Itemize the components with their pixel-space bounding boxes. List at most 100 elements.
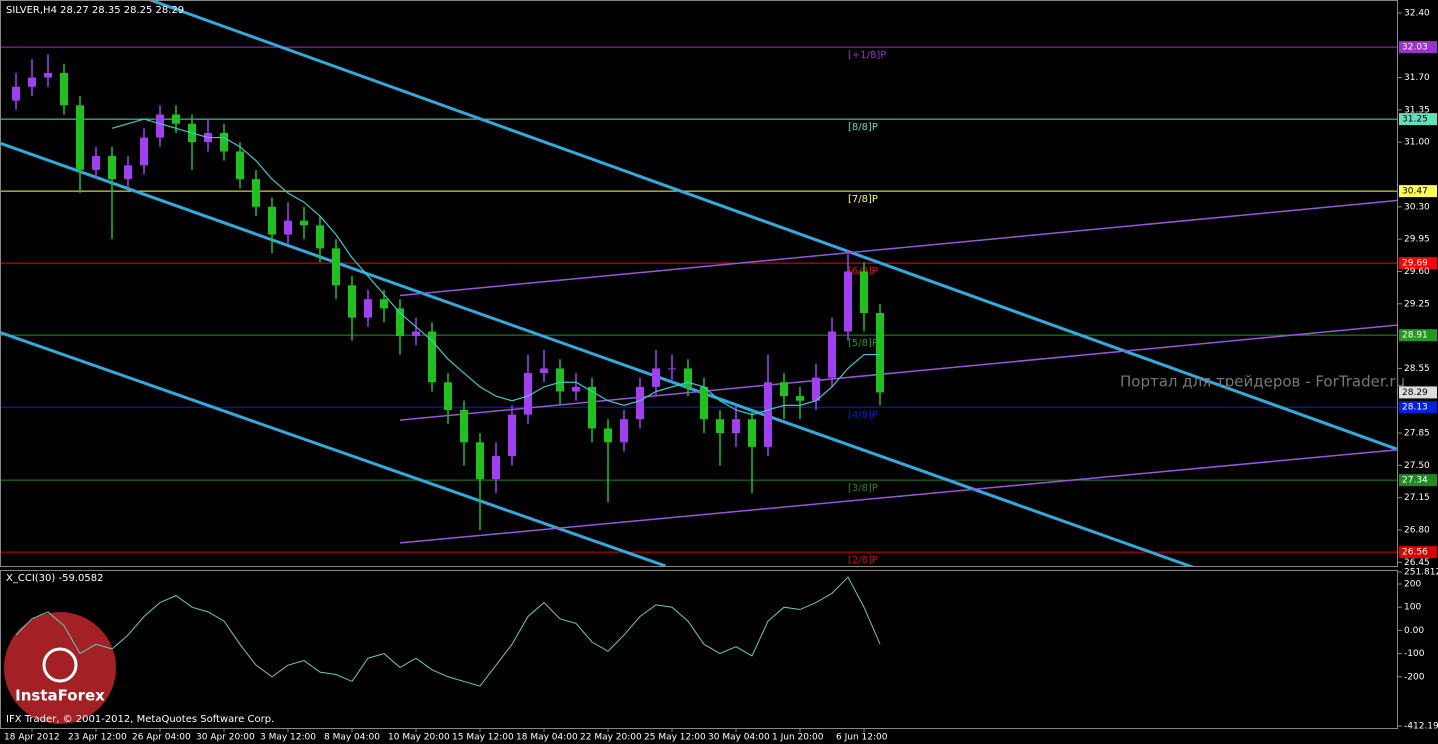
candle-body (652, 368, 660, 387)
candle-body (572, 386, 580, 392)
candle-body (284, 220, 292, 235)
candle-body (460, 409, 468, 443)
level-price-box (1399, 329, 1437, 342)
candle-body (396, 308, 404, 337)
candle-body (252, 179, 260, 207)
candle-body (796, 396, 804, 401)
y-tick-label: 200 (1404, 580, 1421, 590)
x-tick-label: 23 Apr 12:00 (68, 733, 127, 743)
y-tick-label: 27.85 (1404, 429, 1430, 439)
trend-line (399, 199, 1398, 297)
x-tick-label: 3 May 12:00 (260, 733, 316, 743)
y-tick-label: 32.40 (1404, 8, 1430, 18)
logo-icon (42, 647, 78, 683)
candle-body (764, 382, 772, 447)
y-tick-label: 251.812 (1404, 568, 1438, 578)
y-tick-label: 27.15 (1404, 493, 1430, 503)
candle-body (876, 313, 884, 393)
candle-body (668, 368, 676, 370)
candle-body (316, 225, 324, 249)
level-label: [7/8]P (848, 194, 878, 205)
x-tick-label: 30 May 04:00 (708, 733, 770, 743)
level-price: 28.91 (1402, 331, 1428, 341)
level-price-box (1399, 41, 1437, 54)
candle-body (220, 132, 228, 152)
y-tick-label: 100 (1404, 603, 1421, 613)
candle-body (412, 331, 420, 337)
level-price: 30.47 (1402, 187, 1428, 197)
candle-body (780, 382, 788, 397)
candle-body (588, 386, 596, 429)
level-price: 31.25 (1402, 115, 1428, 125)
trend-line (399, 324, 1398, 421)
y-tick-label: 28.55 (1404, 364, 1430, 374)
candle-body (348, 285, 356, 318)
candle-body (556, 368, 564, 392)
candle-body (812, 377, 820, 401)
candle-body (300, 220, 308, 226)
level-label: [2/8]P (848, 555, 878, 566)
current-price-box (1399, 386, 1437, 399)
candle-body (508, 414, 516, 457)
logo-circle (4, 612, 116, 724)
current-price: 28.29 (1402, 388, 1428, 398)
indicator-title: X_CCI(30) -59.0582 (6, 573, 103, 584)
candle-body (156, 114, 164, 138)
level-price-box (1399, 546, 1437, 559)
candle-body (684, 368, 692, 387)
cci-line (15, 576, 881, 687)
y-tick-label: 30.30 (1404, 202, 1430, 212)
candle-body (140, 137, 148, 166)
candle-body (108, 156, 116, 180)
watermark: Портал для трейдеров - ForTrader.ru (1120, 373, 1405, 391)
level-price: 29.69 (1402, 259, 1428, 269)
candle-body (28, 77, 36, 87)
candle-body (428, 331, 436, 383)
y-tick-label: -412.194 (1404, 722, 1438, 732)
y-tick-label: 26.45 (1404, 558, 1430, 568)
main-plot: [+1/8]P[8/8]P[7/8]P[6/8]P[5/8]P[4/8]P[3/… (0, 0, 1398, 566)
candle-body (76, 105, 84, 170)
logo-text: InstaForex (15, 687, 105, 705)
indicator-plot (15, 576, 881, 687)
x-tick-label: 1 Jun 20:00 (772, 733, 824, 743)
level-label: [+1/8]P (848, 50, 886, 61)
level-price: 26.56 (1402, 548, 1428, 558)
x-tick-label: 15 May 12:00 (452, 733, 514, 743)
level-price-box (1399, 113, 1437, 126)
trend-line (0, 141, 1195, 566)
level-price-box (1399, 257, 1437, 270)
candle-body (476, 442, 484, 480)
x-tick-label: 26 Apr 04:00 (132, 733, 191, 743)
level-price: 28.13 (1402, 403, 1428, 413)
candle-body (492, 456, 500, 480)
y-tick-label: 27.50 (1404, 461, 1430, 471)
level-price: 32.03 (1402, 43, 1428, 53)
candle-body (12, 86, 20, 101)
x-tick-label: 18 May 04:00 (516, 733, 578, 743)
x-tick-label: 18 Apr 2012 (4, 733, 60, 743)
candle-body (700, 386, 708, 420)
candle-body (636, 386, 644, 420)
candle-body (236, 151, 244, 180)
candle-body (172, 114, 180, 124)
indicator-frame (0, 570, 1398, 729)
candle-body (860, 271, 868, 314)
candle-body (620, 419, 628, 443)
x-tick-label: 25 May 12:00 (644, 733, 706, 743)
candle-body (540, 368, 548, 374)
level-label: [5/8]P (848, 338, 878, 349)
level-label: [3/8]P (848, 483, 878, 494)
y-tick-label: 29.25 (1404, 299, 1430, 309)
trend-line (399, 448, 1398, 544)
y-tick-label: 29.60 (1404, 267, 1430, 277)
candle-body (524, 373, 532, 415)
x-tick-label: 10 May 20:00 (388, 733, 450, 743)
level-label: [4/8]P (848, 410, 878, 421)
level-price-box (1399, 185, 1437, 198)
candle-body (92, 156, 100, 170)
x-tick-label: 22 May 20:00 (580, 733, 642, 743)
level-label: [8/8]P (848, 122, 878, 133)
level-price-box (1399, 401, 1437, 414)
